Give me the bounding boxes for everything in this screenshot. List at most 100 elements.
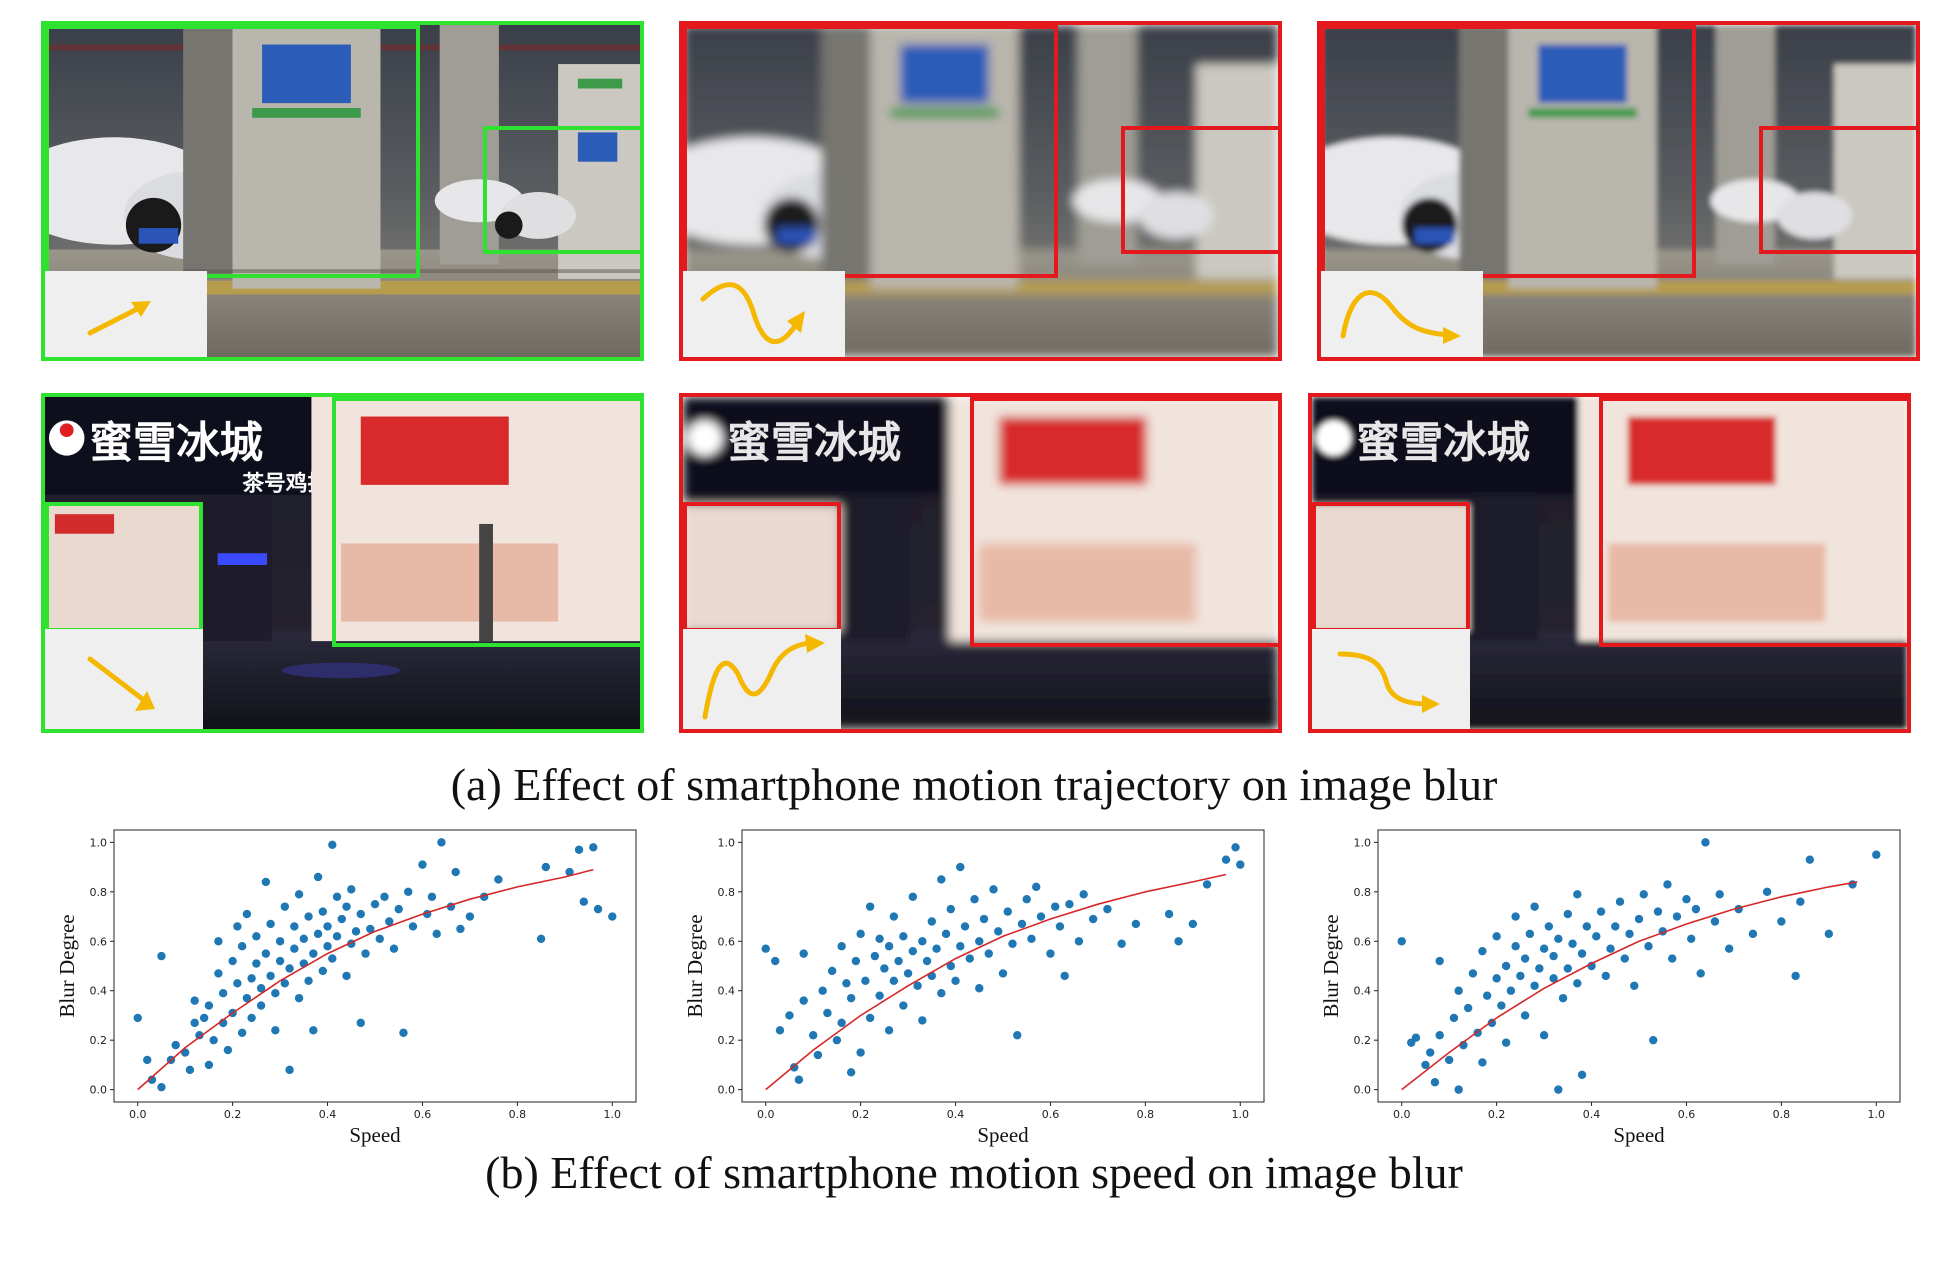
data-point <box>1644 942 1653 951</box>
plot-frame <box>1377 829 1901 1103</box>
data-point <box>399 1028 408 1037</box>
data-point <box>870 951 880 961</box>
shop-photo-blur-1: 蜜雪冰城 <box>679 393 1282 733</box>
data-point <box>1454 986 1463 995</box>
zoom-box-small <box>1759 126 1916 254</box>
zoom-box-small <box>1121 126 1278 254</box>
data-point <box>1824 929 1834 939</box>
x-tick-label: 0.4 <box>947 1108 965 1121</box>
scatter-plot-3: 0.0 0.2 0.4 0.6 0.8 1.0 0.0 0.2 0.4 0.6 0.8 1.0 Spee… <box>1304 822 1914 1152</box>
data-point <box>846 993 856 1003</box>
data-point <box>266 971 275 981</box>
data-point <box>290 944 299 953</box>
data-point <box>932 944 941 953</box>
x-tick-label: 0.2 <box>1488 1108 1506 1121</box>
data-point <box>1615 897 1625 906</box>
data-point <box>941 929 951 939</box>
data-point <box>1606 944 1615 953</box>
data-point <box>889 976 899 986</box>
data-point <box>143 1055 152 1065</box>
data-point <box>1454 1085 1463 1094</box>
trajectory-inset <box>683 271 845 357</box>
data-point <box>451 867 460 877</box>
garage-photo-blur-1 <box>679 21 1282 361</box>
x-tick-label: 1.0 <box>1232 1108 1250 1121</box>
y-tick-label: 0.8 <box>1354 886 1372 899</box>
data-point <box>209 1035 218 1045</box>
data-point <box>1511 942 1520 951</box>
data-point <box>960 922 970 931</box>
y-tick-label: 1.0 <box>90 836 108 849</box>
data-point <box>1549 974 1558 983</box>
data-point <box>1236 860 1245 869</box>
data-point <box>313 872 323 882</box>
data-point <box>946 904 955 914</box>
data-point <box>380 892 389 901</box>
y-tick-label: 0.2 <box>90 1034 108 1047</box>
zoom-box-large <box>970 397 1278 647</box>
data-point <box>875 934 884 943</box>
x-tick-label: 0.8 <box>509 1108 527 1121</box>
data-point <box>1577 1070 1587 1079</box>
data-point <box>494 875 503 884</box>
data-point <box>252 959 261 968</box>
data-point <box>1701 838 1710 847</box>
scatter-plot-2: 0.0 0.2 0.4 0.6 0.8 1.0 0.0 0.2 0.4 0.6 0.8 1.0 Spee… <box>668 822 1278 1152</box>
x-axis-label: Speed <box>349 1123 401 1147</box>
data-point <box>1131 919 1141 929</box>
data-point <box>1435 956 1444 966</box>
data-point <box>1682 895 1691 904</box>
data-point <box>1492 974 1501 983</box>
y-tick-label: 0.6 <box>718 935 736 948</box>
y-tick-label: 0.0 <box>90 1084 108 1097</box>
data-point <box>237 942 247 951</box>
data-point <box>171 1040 180 1050</box>
data-point <box>889 912 899 921</box>
data-point <box>1463 1003 1473 1013</box>
data-point <box>1506 986 1516 995</box>
data-point <box>1577 949 1587 958</box>
data-point <box>846 1068 856 1077</box>
x-tick-label: 1.0 <box>1868 1108 1886 1121</box>
y-tick-label: 0.0 <box>1354 1084 1372 1097</box>
data-point <box>394 904 403 914</box>
data-point <box>323 942 332 951</box>
data-point <box>1017 919 1027 929</box>
data-point <box>1411 1033 1421 1042</box>
data-point <box>1539 1031 1549 1040</box>
data-point <box>1055 922 1065 931</box>
data-point <box>861 976 870 986</box>
data-point <box>1174 937 1183 946</box>
data-point <box>465 912 475 921</box>
data-point <box>157 951 166 961</box>
x-tick-label: 0.2 <box>852 1108 870 1121</box>
data-point <box>204 1060 214 1070</box>
shop-sign-text: 蜜雪冰城 <box>727 419 901 469</box>
x-tick-label: 0.6 <box>1678 1108 1696 1121</box>
data-point <box>361 949 370 958</box>
data-point <box>1060 971 1069 981</box>
data-point <box>1444 1055 1454 1065</box>
data-point <box>1027 934 1036 943</box>
data-point <box>989 885 998 894</box>
data-point <box>1497 1001 1506 1010</box>
y-tick-label: 1.0 <box>718 836 736 849</box>
data-point <box>233 979 242 988</box>
data-point <box>190 996 199 1005</box>
x-tick-label: 0.4 <box>1583 1108 1601 1121</box>
caption-a: (a) Effect of smartphone motion trajecto… <box>450 759 1498 810</box>
trajectory-inset <box>45 629 203 729</box>
fit-curve <box>765 873 1227 1091</box>
x-tick-label: 0.0 <box>129 1108 147 1121</box>
data-point <box>1103 904 1112 914</box>
data-point <box>1653 907 1663 916</box>
y-tick-label: 1.0 <box>1354 836 1372 849</box>
x-tick-label: 0.8 <box>1773 1108 1791 1121</box>
shop-photo-sharp: 蜜雪冰城 茶号鸡排 <box>41 393 644 733</box>
data-point <box>927 917 937 926</box>
data-point <box>984 949 993 958</box>
data-point <box>228 956 237 966</box>
zoom-box-large <box>332 397 640 647</box>
arrow-wave-icon <box>700 282 805 345</box>
x-tick-label: 0.0 <box>1393 1108 1411 1121</box>
